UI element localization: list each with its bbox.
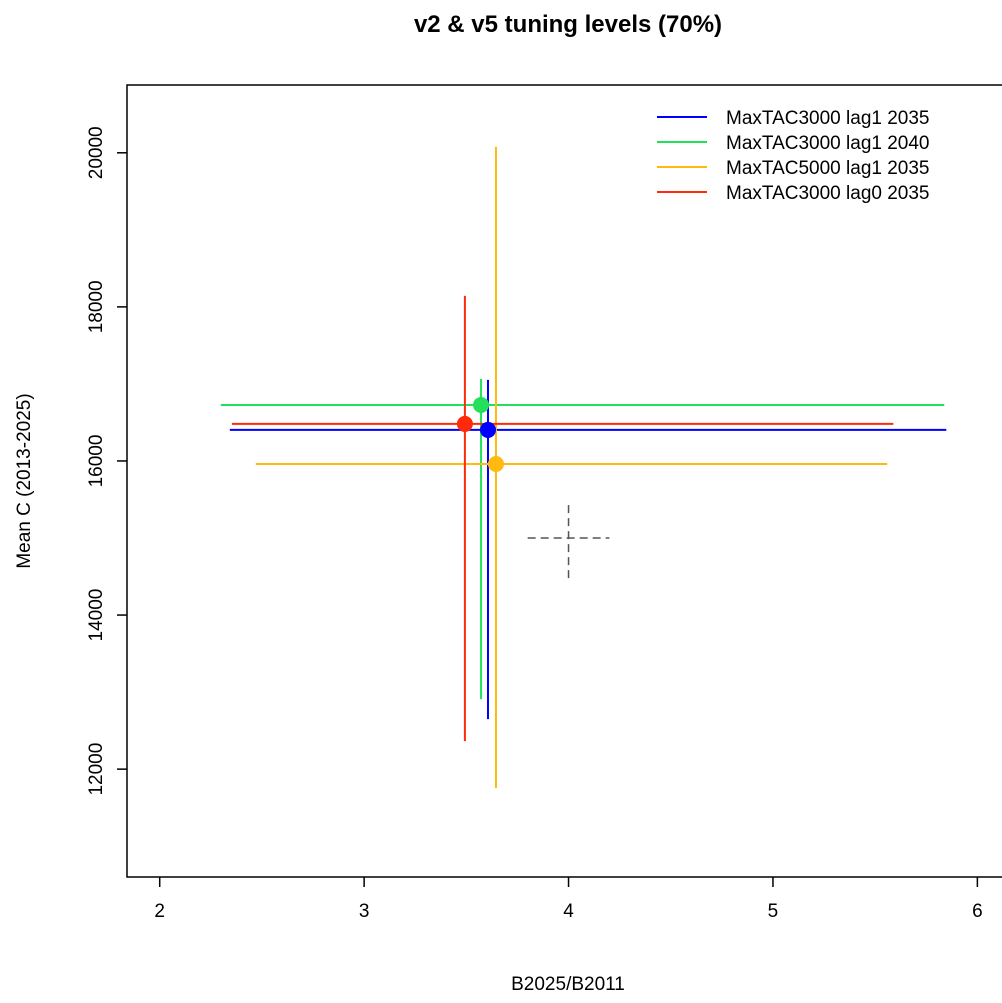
legend-label: MaxTAC3000 lag1 2035	[726, 108, 930, 129]
legend-label: MaxTAC5000 lag1 2035	[726, 158, 930, 179]
y-tick-label: 12000	[86, 743, 107, 796]
point	[456, 415, 473, 432]
x-tick-label: 3	[359, 901, 370, 922]
legend-label: MaxTAC3000 lag0 2035	[726, 183, 930, 204]
x-tick-label: 2	[154, 901, 165, 922]
point	[487, 455, 504, 472]
y-axis-label: Mean C (2013-2025)	[14, 393, 35, 568]
y-tick-label: 16000	[86, 435, 107, 488]
x-tick-label: 4	[563, 901, 574, 922]
y-tick-label: 18000	[86, 280, 107, 333]
x-tick-label: 5	[768, 901, 779, 922]
y-tick-label: 20000	[86, 126, 107, 179]
plot-frame	[126, 84, 1002, 878]
y-tick-label: 14000	[86, 589, 107, 642]
chart-title: v2 & v5 tuning levels (70%)	[414, 11, 722, 38]
x-axis-label: B2025/B2011	[511, 974, 625, 995]
point	[473, 396, 490, 413]
x-tick-label: 6	[972, 901, 983, 922]
point	[479, 421, 496, 438]
legend-label: MaxTAC3000 lag1 2040	[726, 133, 930, 154]
